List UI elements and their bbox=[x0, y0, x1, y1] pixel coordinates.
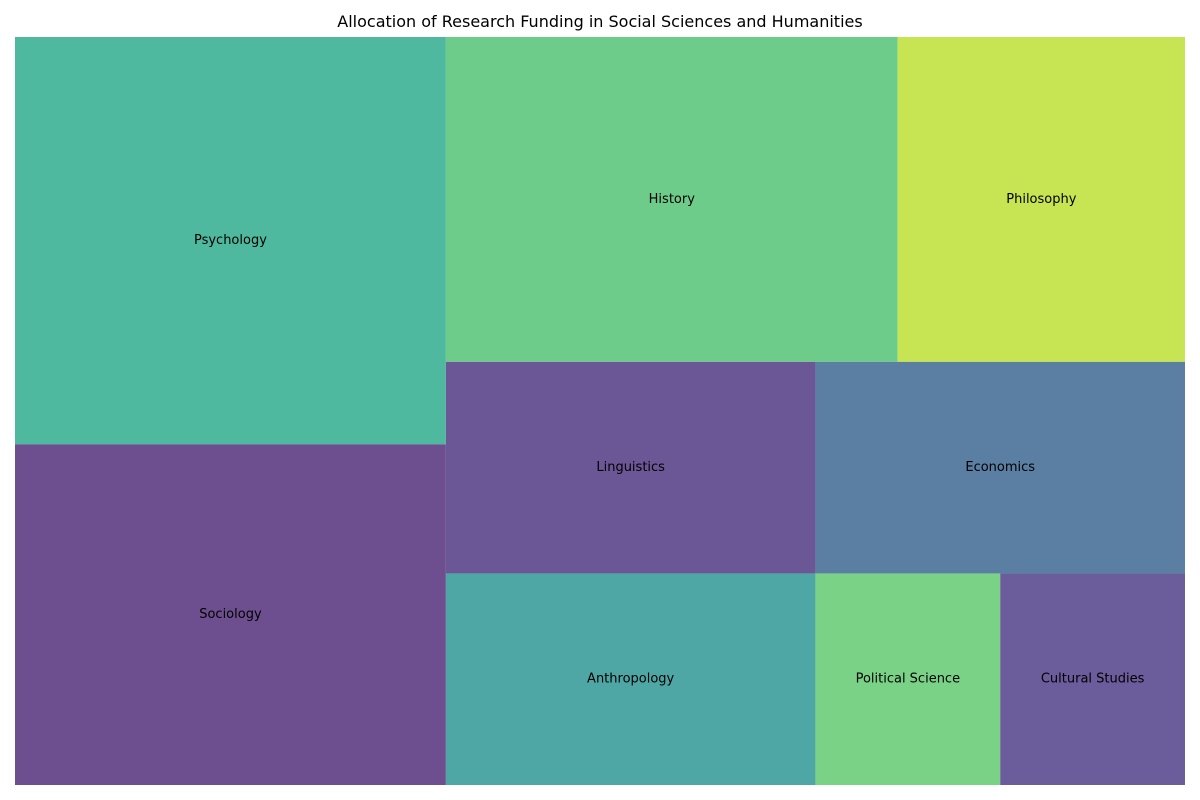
tile-rect-anthropology bbox=[445, 573, 816, 785]
tile-label-anthropology: Anthropology bbox=[587, 672, 675, 687]
tile-rect-sociology bbox=[15, 444, 446, 785]
tile-label-linguistics: Linguistics bbox=[596, 460, 665, 475]
tile-rect-history bbox=[445, 37, 898, 362]
tile-rect-psychology bbox=[15, 37, 446, 445]
tile-label-history: History bbox=[649, 192, 696, 207]
tile-label-sociology: Sociology bbox=[199, 607, 262, 622]
tile-political-science: Political Science bbox=[815, 573, 1001, 785]
tile-rect-cultural-studies bbox=[1000, 573, 1185, 785]
tile-label-cultural-studies: Cultural Studies bbox=[1041, 672, 1145, 687]
tile-rect-political-science bbox=[815, 573, 1001, 785]
tile-philosophy: Philosophy bbox=[897, 37, 1185, 362]
tile-label-economics: Economics bbox=[965, 460, 1035, 475]
tile-rect-economics bbox=[815, 361, 1185, 574]
tile-psychology: Psychology bbox=[15, 37, 446, 445]
tile-history: History bbox=[445, 37, 898, 362]
tile-label-political-science: Political Science bbox=[856, 672, 961, 687]
tile-rect-philosophy bbox=[897, 37, 1185, 362]
tile-rect-linguistics bbox=[445, 361, 816, 574]
tile-linguistics: Linguistics bbox=[445, 361, 816, 574]
tile-label-psychology: Psychology bbox=[194, 233, 267, 248]
tile-cultural-studies: Cultural Studies bbox=[1000, 573, 1185, 785]
chart-title: Allocation of Research Funding in Social… bbox=[337, 12, 863, 31]
tile-economics: Economics bbox=[815, 361, 1185, 574]
tile-sociology: Sociology bbox=[15, 444, 446, 785]
tile-label-philosophy: Philosophy bbox=[1006, 192, 1076, 207]
tile-anthropology: Anthropology bbox=[445, 573, 816, 785]
